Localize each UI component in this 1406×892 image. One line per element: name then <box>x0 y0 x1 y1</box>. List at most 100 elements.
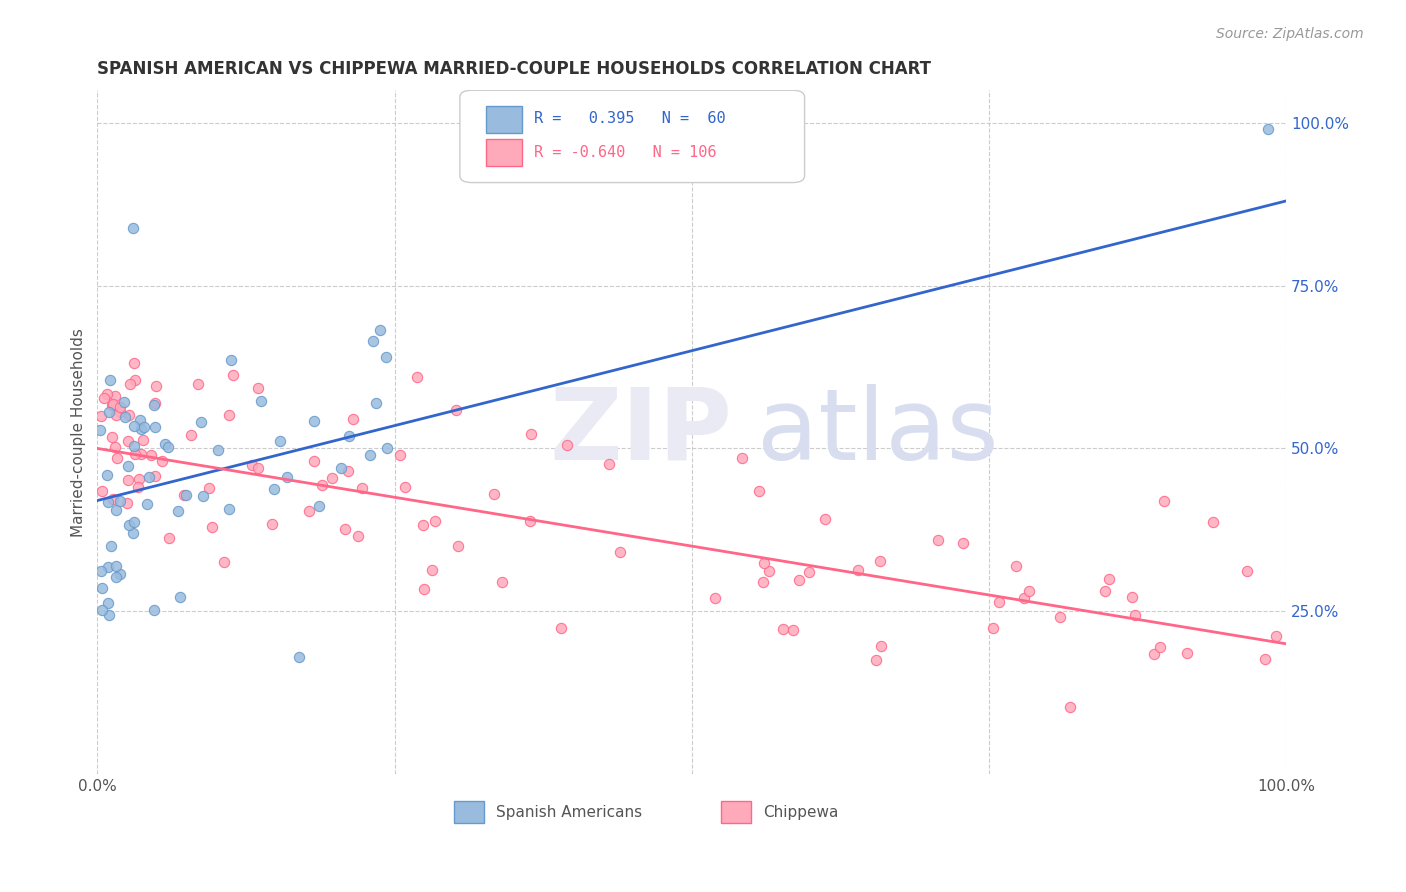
Point <box>90 565 112 579</box>
Point <box>124 447 146 461</box>
Point <box>321 471 343 485</box>
Point <box>132 433 155 447</box>
Point <box>609 545 631 559</box>
Point <box>187 376 209 391</box>
Point <box>179 428 201 442</box>
Point <box>193 490 215 504</box>
Point <box>1018 583 1040 598</box>
Point <box>153 437 176 451</box>
Point <box>173 488 195 502</box>
Point <box>117 473 139 487</box>
Point <box>1202 515 1225 529</box>
Point <box>731 451 754 466</box>
Point <box>276 470 298 484</box>
Bar <box>486 139 522 166</box>
Point <box>1123 608 1146 623</box>
Point <box>364 396 387 410</box>
Point <box>112 394 135 409</box>
Point <box>1094 584 1116 599</box>
Point <box>138 470 160 484</box>
Point <box>141 448 163 462</box>
Point <box>352 481 374 495</box>
Point <box>212 556 235 570</box>
Point <box>865 653 887 667</box>
Point <box>1097 572 1119 586</box>
Text: R =   0.395   N =  60: R = 0.395 N = 60 <box>533 111 725 126</box>
Point <box>222 368 245 382</box>
Point <box>330 460 353 475</box>
Point <box>311 477 333 491</box>
FancyBboxPatch shape <box>460 90 804 183</box>
Point <box>128 472 150 486</box>
Point <box>128 413 150 427</box>
Point <box>101 430 124 444</box>
Point <box>103 492 125 507</box>
Point <box>104 559 127 574</box>
Point <box>1005 558 1028 573</box>
Point <box>143 420 166 434</box>
Point <box>1265 629 1288 643</box>
Point <box>197 481 219 495</box>
Text: R = -0.640   N = 106: R = -0.640 N = 106 <box>533 145 716 160</box>
Point <box>927 533 949 548</box>
Point <box>122 516 145 530</box>
Point <box>93 391 115 405</box>
Point <box>375 441 398 455</box>
Point <box>97 559 120 574</box>
Point <box>207 442 229 457</box>
Point <box>1175 646 1198 660</box>
Point <box>97 596 120 610</box>
Point <box>870 640 893 654</box>
Point <box>772 622 794 636</box>
Point <box>104 389 127 403</box>
Text: Chippewa: Chippewa <box>763 805 838 820</box>
Point <box>952 536 974 550</box>
Point <box>1153 494 1175 508</box>
Point <box>347 529 370 543</box>
Point <box>447 539 470 553</box>
Point <box>108 404 131 418</box>
Point <box>127 479 149 493</box>
Point <box>394 480 416 494</box>
Y-axis label: Married-couple Households: Married-couple Households <box>72 327 86 537</box>
Point <box>519 514 541 528</box>
Point <box>260 516 283 531</box>
Point <box>101 397 124 411</box>
Point <box>174 488 197 502</box>
Point <box>96 387 118 401</box>
Point <box>413 582 436 596</box>
Point <box>143 396 166 410</box>
Point <box>1257 122 1279 136</box>
Point <box>118 517 141 532</box>
Point <box>98 373 121 387</box>
Point <box>105 408 128 422</box>
Point <box>869 553 891 567</box>
Text: atlas: atlas <box>756 384 998 481</box>
Point <box>114 410 136 425</box>
Text: Spanish Americans: Spanish Americans <box>495 805 641 820</box>
Point <box>247 461 270 475</box>
Point <box>118 408 141 422</box>
Point <box>361 334 384 348</box>
Bar <box>721 801 751 823</box>
Bar <box>454 801 484 823</box>
Point <box>846 563 869 577</box>
Point <box>96 468 118 483</box>
Point <box>98 404 121 418</box>
Point <box>388 448 411 462</box>
Point <box>797 565 820 579</box>
Point <box>105 451 128 466</box>
Point <box>1049 610 1071 624</box>
Text: SPANISH AMERICAN VS CHIPPEWA MARRIED-COUPLE HOUSEHOLDS CORRELATION CHART: SPANISH AMERICAN VS CHIPPEWA MARRIED-COU… <box>97 60 931 78</box>
Point <box>190 415 212 429</box>
Point <box>218 409 240 423</box>
Point <box>201 520 224 534</box>
Point <box>156 441 179 455</box>
Point <box>101 399 124 413</box>
Point <box>108 493 131 508</box>
Point <box>110 566 132 581</box>
Point <box>169 590 191 604</box>
Point <box>333 522 356 536</box>
Point <box>1012 591 1035 605</box>
Point <box>446 403 468 417</box>
